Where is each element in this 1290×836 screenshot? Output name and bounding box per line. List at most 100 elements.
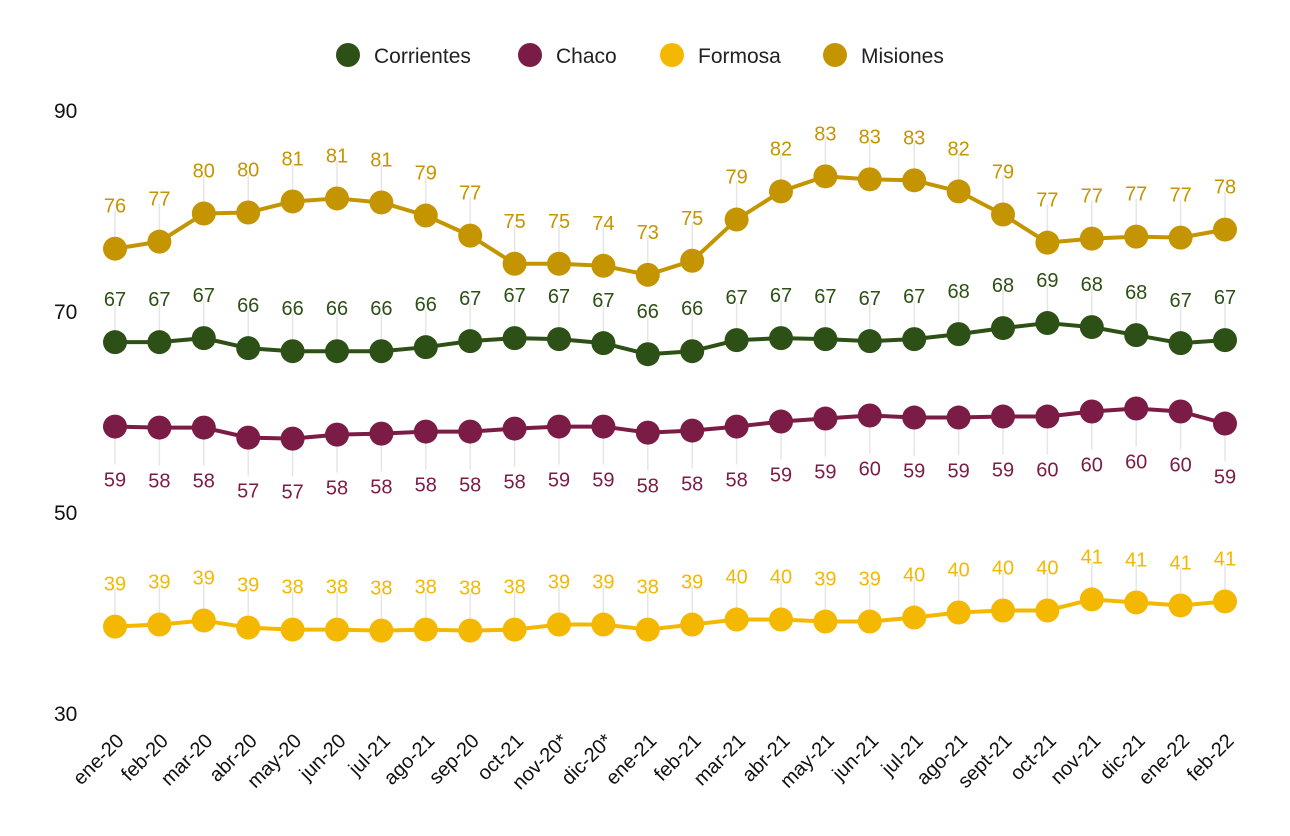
data-label-misiones: 80	[237, 160, 259, 182]
data-point-formosa	[547, 612, 571, 637]
data-point-chaco	[458, 419, 483, 444]
data-label-corrientes: 68	[1125, 282, 1147, 304]
x-tick-label: ago-21	[380, 730, 440, 790]
data-point-misiones	[857, 167, 882, 192]
data-label-formosa: 41	[1081, 546, 1103, 568]
data-point-misiones	[103, 236, 127, 261]
data-label-corrientes: 67	[193, 285, 215, 307]
data-point-misiones	[769, 179, 793, 204]
data-point-corrientes	[946, 322, 971, 347]
data-point-corrientes	[769, 326, 793, 351]
data-point-formosa	[946, 600, 971, 625]
data-label-corrientes: 68	[1081, 274, 1103, 296]
data-label-formosa: 39	[859, 569, 881, 591]
data-point-corrientes	[991, 316, 1015, 341]
data-point-misiones	[1168, 225, 1193, 250]
data-point-corrientes	[1213, 328, 1237, 353]
data-label-misiones: 83	[903, 127, 925, 149]
data-point-formosa	[413, 617, 438, 642]
x-tick-label: ene-21	[602, 730, 662, 790]
data-label-corrientes: 67	[459, 288, 481, 310]
data-label-formosa: 39	[814, 569, 836, 591]
data-label-misiones: 83	[814, 123, 836, 145]
data-point-misiones	[991, 202, 1015, 227]
data-point-chaco	[635, 420, 660, 445]
data-point-formosa	[502, 617, 527, 642]
series-points	[103, 164, 1237, 643]
data-point-formosa	[769, 607, 793, 632]
data-label-misiones: 77	[1036, 190, 1058, 212]
legend-label-formosa: Formosa	[698, 45, 781, 68]
data-label-corrientes: 67	[859, 288, 881, 310]
data-point-chaco	[413, 419, 438, 444]
data-point-chaco	[680, 418, 705, 443]
data-label-formosa: 40	[725, 567, 747, 589]
data-label-misiones: 73	[637, 222, 659, 244]
data-point-chaco	[325, 422, 349, 447]
data-point-chaco	[1213, 411, 1237, 436]
data-point-corrientes	[680, 339, 705, 364]
x-tick-label: ene-22	[1135, 730, 1195, 790]
data-label-chaco: 59	[1214, 467, 1236, 489]
data-point-misiones	[236, 200, 261, 225]
data-point-formosa	[147, 612, 172, 637]
data-label-misiones: 79	[725, 167, 747, 189]
data-label-formosa: 39	[592, 572, 614, 594]
data-label-chaco: 58	[637, 476, 659, 498]
data-point-formosa	[1035, 598, 1060, 623]
data-point-formosa	[236, 615, 261, 640]
data-point-chaco	[236, 425, 261, 450]
data-point-chaco	[1124, 396, 1149, 421]
data-point-chaco	[591, 414, 616, 439]
data-label-corrientes: 67	[1214, 287, 1236, 309]
data-point-chaco	[147, 415, 172, 440]
data-label-formosa: 40	[903, 565, 925, 587]
legend-marker-misiones	[823, 43, 847, 67]
data-point-misiones	[635, 262, 660, 287]
data-point-formosa	[1124, 590, 1149, 615]
data-label-corrientes: 66	[237, 295, 259, 317]
data-label-misiones: 75	[503, 211, 525, 233]
data-label-chaco: 58	[370, 477, 392, 499]
data-point-corrientes	[413, 335, 438, 360]
y-tick-label: 30	[54, 703, 77, 726]
data-label-chaco: 58	[681, 474, 703, 496]
data-label-misiones: 76	[104, 196, 126, 218]
data-label-misiones: 77	[459, 183, 481, 205]
data-point-misiones	[369, 190, 394, 215]
data-point-corrientes	[103, 330, 127, 355]
data-point-formosa	[325, 617, 349, 642]
data-label-misiones: 82	[770, 138, 792, 160]
data-label-corrientes: 67	[770, 285, 792, 307]
data-label-corrientes: 66	[637, 301, 659, 323]
legend-marker-corrientes	[336, 43, 360, 67]
data-label-misiones: 77	[148, 189, 170, 211]
data-point-misiones	[1035, 230, 1060, 255]
data-point-corrientes	[724, 328, 749, 353]
x-tick-label: nov-21	[1047, 730, 1106, 789]
data-point-formosa	[635, 617, 660, 642]
data-label-formosa: 38	[503, 577, 525, 599]
data-label-chaco: 59	[548, 470, 570, 492]
data-point-misiones	[547, 251, 571, 276]
data-point-chaco	[369, 421, 394, 446]
data-point-misiones	[1079, 226, 1104, 251]
data-point-chaco	[902, 405, 927, 430]
data-point-misiones	[191, 201, 216, 226]
data-point-chaco	[502, 416, 527, 441]
data-point-formosa	[724, 607, 749, 632]
data-label-corrientes: 67	[548, 286, 570, 308]
data-point-formosa	[680, 612, 705, 637]
data-point-corrientes	[280, 339, 305, 364]
data-point-formosa	[1213, 589, 1237, 614]
data-point-misiones	[502, 251, 527, 276]
data-label-corrientes: 68	[947, 281, 969, 303]
data-label-misiones: 75	[548, 211, 570, 233]
data-label-misiones: 82	[947, 138, 969, 160]
data-point-corrientes	[902, 327, 927, 352]
data-label-chaco: 58	[503, 472, 525, 494]
data-label-chaco: 59	[770, 465, 792, 487]
data-label-chaco: 60	[1169, 455, 1191, 477]
data-label-corrientes: 66	[681, 298, 703, 320]
